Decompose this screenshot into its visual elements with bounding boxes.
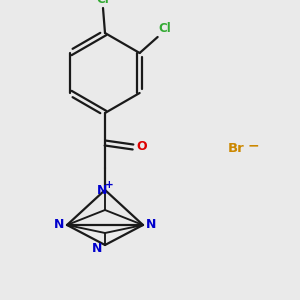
- Text: Br: Br: [228, 142, 245, 154]
- Text: Cl: Cl: [159, 22, 171, 35]
- Text: +: +: [105, 180, 113, 190]
- Text: N: N: [92, 242, 102, 256]
- Text: N: N: [146, 218, 156, 232]
- Text: N: N: [97, 184, 107, 197]
- Text: −: −: [248, 138, 260, 152]
- Text: Cl: Cl: [97, 0, 110, 6]
- Text: O: O: [136, 140, 147, 154]
- Text: N: N: [54, 218, 64, 232]
